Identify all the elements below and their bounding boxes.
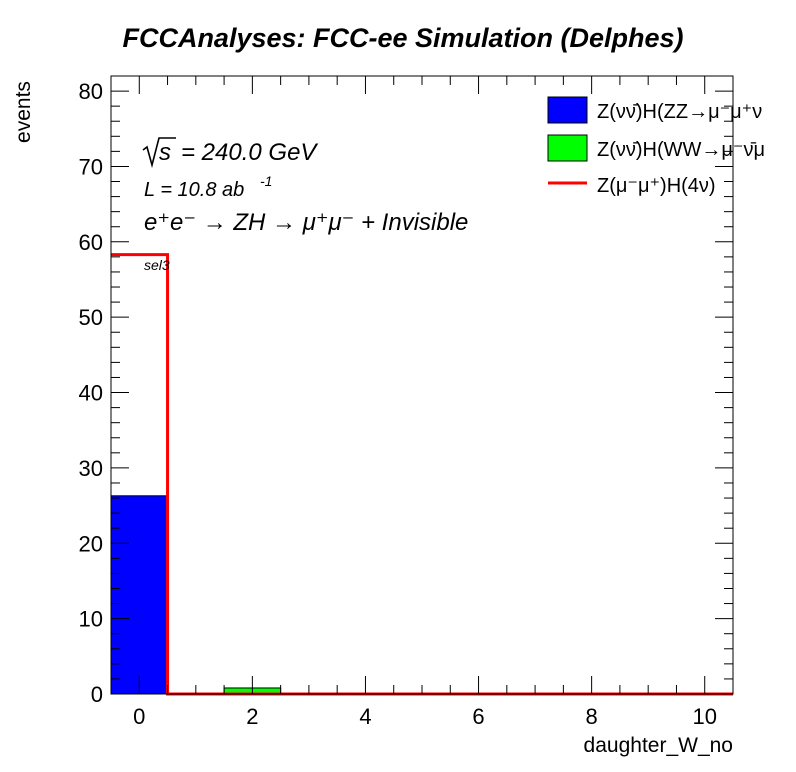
selection-label: sel3 xyxy=(144,257,170,273)
plot-frame xyxy=(110,75,734,695)
x-axis-label: daughter_W_no xyxy=(584,734,733,757)
histogram-bars xyxy=(110,495,282,695)
legend-swatch-zz xyxy=(547,96,588,124)
legend-entry-mumu: Z(μ⁻μ⁺)H(4ν) xyxy=(548,175,716,197)
legend-label-zz: Z(νν̄)H(ZZ→μ⁻μ⁺ν xyxy=(597,101,762,123)
series-line-2 xyxy=(111,253,733,696)
y-tick-label: 60 xyxy=(79,230,103,255)
legend: Z(νν̄)H(ZZ→μ⁻μ⁺ν Z(νν̄)H(WW→μ⁻ν̄μ Z(μ⁻μ⁺… xyxy=(547,96,765,197)
y-tick-label: 50 xyxy=(79,305,103,330)
y-tick-label: 40 xyxy=(79,381,103,406)
legend-entry-zz: Z(νν̄)H(ZZ→μ⁻μ⁺ν xyxy=(547,96,762,124)
legend-label-mumu: Z(μ⁻μ⁺)H(4ν) xyxy=(597,175,716,197)
legend-entry-ww: Z(νν̄)H(WW→μ⁻ν̄μ xyxy=(547,134,765,162)
x-tick-label: 6 xyxy=(472,704,484,729)
y-tick-label: 70 xyxy=(79,154,103,179)
y-tick-label: 20 xyxy=(79,531,103,556)
x-tick-label: 0 xyxy=(133,704,145,729)
sqrt-s-value: = 240.0 GeV xyxy=(181,139,318,166)
sqrt-s-annotation: s = 240.0 GeV xyxy=(142,137,318,169)
luminosity-exponent: -1 xyxy=(260,173,272,189)
x-tick-label: 4 xyxy=(359,704,371,729)
svg-text:s: s xyxy=(159,139,171,166)
x-tick-label: 10 xyxy=(692,704,716,729)
y-axis-label: events xyxy=(12,81,35,143)
legend-swatch-ww xyxy=(547,134,588,162)
luminosity-annotation: L = 10.8 ab -1 xyxy=(144,173,272,201)
process-annotation: e⁺e⁻ → ZH → μ⁺μ⁻ + Invisible xyxy=(144,209,468,236)
sqrt-symbol-icon xyxy=(142,137,176,169)
plot-border xyxy=(110,75,734,695)
axis-ticks: 0 10 20 30 40 50 60 70 80 0 2 4 6 8 10 xyxy=(79,75,733,729)
x-tick-label: 2 xyxy=(246,704,258,729)
bar-0-0 xyxy=(110,495,169,695)
legend-label-ww: Z(νν̄)H(WW→μ⁻ν̄μ xyxy=(597,139,765,161)
y-tick-label: 80 xyxy=(79,79,103,104)
histogram-lines xyxy=(111,253,733,696)
y-tick-label: 0 xyxy=(91,682,103,707)
y-tick-label: 10 xyxy=(79,607,103,632)
x-tick-label: 8 xyxy=(586,704,598,729)
y-tick-label: 30 xyxy=(79,456,103,481)
chart-title: FCCAnalyses: FCC-ee Simulation (Delphes) xyxy=(122,23,683,53)
luminosity-text: L = 10.8 ab xyxy=(144,179,244,201)
